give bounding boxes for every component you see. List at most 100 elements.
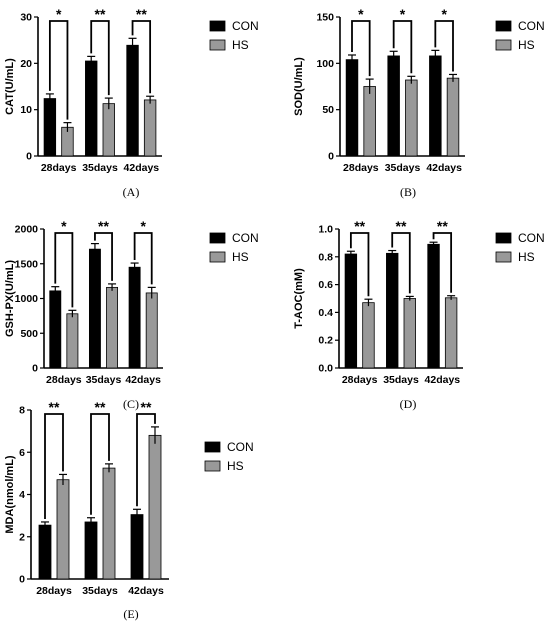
bar-con — [88, 248, 101, 369]
significance-label: ** — [49, 399, 60, 415]
chart-panel: 0.0 0.2 0.4 0.6 0.8 1.0 T-AOC(mM) ** 28days ** 35d… — [293, 218, 545, 411]
significance-bracket — [434, 20, 454, 72]
bar-hs — [363, 86, 376, 157]
y-tick-label: 6 — [19, 447, 25, 459]
legend-swatch — [209, 39, 226, 51]
x-tick-label: 42days — [125, 374, 161, 386]
y-tick-label: 0.4 — [318, 307, 333, 319]
x-tick-label: 35days — [86, 374, 122, 386]
significance-label: ** — [98, 218, 109, 234]
legend-label: CON — [227, 440, 254, 454]
significance-label: * — [400, 6, 406, 22]
bar-con — [38, 524, 52, 580]
x-tick-label: 28days — [46, 374, 82, 386]
bar-con — [386, 252, 399, 369]
significance-label: * — [140, 218, 146, 234]
x-tick-label: 35days — [383, 374, 419, 386]
x-tick-label: 28days — [343, 162, 379, 174]
bar-hs — [148, 434, 162, 580]
bar-con — [85, 60, 98, 157]
significance-bracket — [44, 413, 64, 519]
significance-bracket — [90, 413, 110, 515]
y-tick-label: 50 — [322, 104, 334, 116]
y-tick-label: 0.6 — [318, 279, 333, 291]
significance-label: ** — [136, 6, 147, 22]
chart-panel: 0 10 20 30 CAT(U/mL) * 28days ** 35days ** 42days C… — [4, 6, 259, 199]
y-tick-label: 0.0 — [318, 363, 333, 375]
y-tick-label: 0 — [19, 574, 25, 586]
bar-con — [429, 55, 442, 157]
bar-hs — [145, 292, 158, 369]
significance-label: * — [61, 218, 67, 234]
legend-label: HS — [227, 459, 244, 473]
y-axis-label: T-AOC(mM) — [293, 268, 305, 329]
significance-bracket — [351, 20, 371, 77]
y-tick-label: 1.0 — [318, 224, 333, 236]
y-axis-label: CAT(U/mL) — [4, 58, 16, 115]
bar-con — [387, 55, 400, 157]
y-tick-label: 100 — [316, 58, 334, 70]
x-tick-label: 35days — [82, 162, 118, 174]
bar-con — [130, 514, 144, 580]
significance-label: ** — [437, 218, 448, 234]
y-tick-label: 4 — [19, 489, 25, 501]
x-tick-label: 35days — [385, 162, 421, 174]
y-tick-label: 0 — [328, 151, 334, 163]
y-tick-label: 0 — [26, 151, 32, 163]
legend-swatch — [495, 251, 512, 263]
chart-panel: 0 50 100 150 SOD(U/mL) * 28days * 35days * 42days C… — [293, 6, 545, 199]
bar-con — [126, 44, 139, 157]
legend-label: HS — [518, 250, 535, 264]
bar-hs — [56, 479, 70, 580]
significance-bracket — [392, 20, 413, 74]
legend-label: CON — [518, 231, 545, 245]
panel-label: (C) — [123, 397, 139, 411]
panel-label: (E) — [123, 607, 138, 621]
bar-hs — [444, 297, 458, 369]
bar-hs — [362, 302, 375, 369]
significance-label: ** — [95, 6, 106, 22]
legend-swatch — [495, 39, 512, 51]
y-tick-label: 2 — [19, 531, 25, 543]
significance-label: ** — [396, 218, 407, 234]
chart-panel: 0 2 4 6 8 MDA(nmol/mL) ** 28days ** 35days ** 42day… — [4, 399, 254, 621]
legend-label: HS — [232, 250, 249, 264]
legend-swatch — [209, 251, 226, 263]
bar-hs — [403, 298, 416, 369]
significance-bracket — [90, 20, 110, 96]
y-axis-label: SOD(U/mL) — [293, 57, 305, 116]
y-tick-label: 0 — [32, 363, 38, 375]
legend-label: CON — [232, 231, 259, 245]
significance-label: ** — [354, 218, 365, 234]
bar-hs — [102, 103, 115, 157]
bar-con — [345, 59, 359, 157]
significance-bracket — [54, 232, 74, 308]
panel-label: (B) — [400, 185, 416, 199]
y-tick-label: 1000 — [15, 293, 39, 305]
panel-label: (D) — [400, 397, 417, 411]
bar-con — [43, 98, 57, 157]
bar-hs — [446, 77, 460, 157]
significance-label: * — [358, 6, 364, 22]
bar-con — [128, 266, 141, 369]
legend-swatch — [209, 20, 226, 32]
bar-con — [49, 290, 62, 369]
significance-bracket — [133, 232, 153, 285]
x-tick-label: 42days — [426, 162, 462, 174]
bar-hs — [143, 99, 157, 157]
significance-bracket — [48, 20, 69, 120]
panel-label: (A) — [123, 185, 140, 199]
y-tick-label: 0.8 — [318, 251, 333, 263]
legend-label: HS — [232, 38, 249, 52]
y-tick-label: 30 — [20, 12, 32, 24]
bar-con — [344, 253, 358, 369]
y-tick-label: 8 — [19, 405, 25, 417]
y-tick-label: 1500 — [15, 258, 39, 270]
x-tick-label: 28days — [41, 162, 77, 174]
significance-bracket — [131, 20, 152, 94]
chart-panel: 0 500 1000 1500 2000 GSH-PX(U/mL) * 28days ** 35d… — [4, 218, 259, 411]
x-tick-label: 42days — [425, 374, 461, 386]
y-tick-label: 10 — [20, 104, 32, 116]
legend-swatch — [495, 232, 512, 244]
